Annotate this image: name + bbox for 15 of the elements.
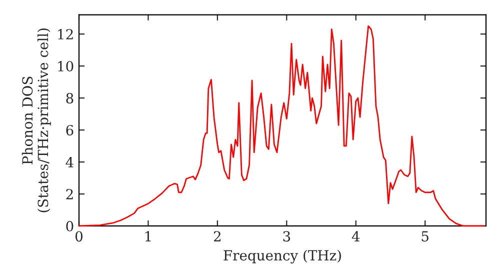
x-tick-label: 1 — [145, 231, 151, 242]
x-tick-label: 3 — [283, 231, 290, 242]
x-tick-label: 2 — [214, 231, 220, 242]
y-tick-label: 2 — [66, 188, 73, 200]
x-tick-label: 4 — [352, 231, 360, 242]
y-tick-label: 10 — [58, 60, 74, 72]
y-tick-label: 4 — [66, 156, 74, 168]
x-tick-label: 5 — [422, 231, 428, 242]
x-axis-title: Frequency (THz) — [224, 250, 341, 264]
y-tick-label: 0 — [66, 220, 74, 232]
y-tick-label: 12 — [58, 29, 73, 40]
y-tick-label: 8 — [66, 92, 74, 104]
y-tick-label: 6 — [66, 124, 74, 136]
y-axis-title: Phonon DOS (States/THz·primitive cell) — [22, 28, 51, 212]
x-tick-label: 0 — [75, 231, 82, 242]
